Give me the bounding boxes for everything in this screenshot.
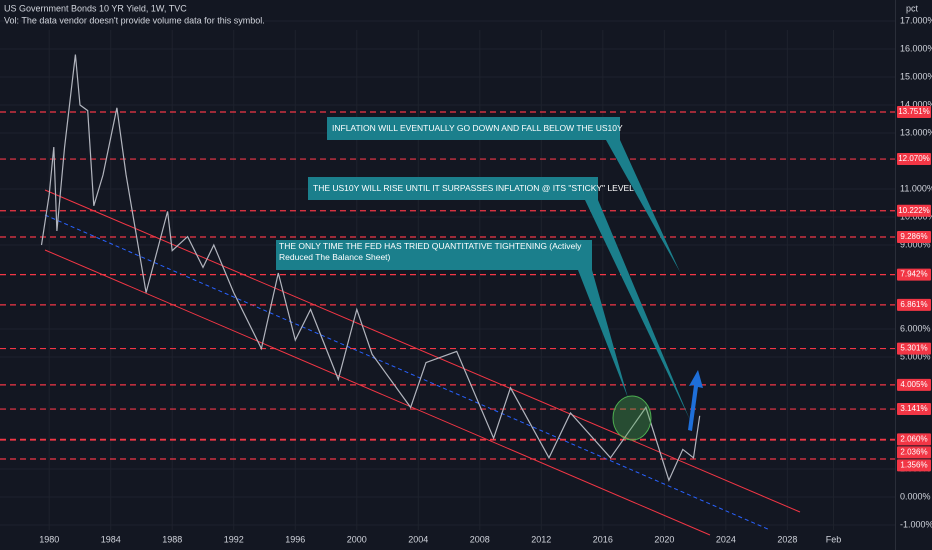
x-tick-label: 2004 — [408, 534, 428, 544]
levels — [0, 111, 895, 460]
y-tick-label: 5.000% — [900, 351, 931, 361]
level-label-box — [897, 433, 931, 446]
level-label-box — [897, 204, 931, 217]
x-tick-label: 2012 — [531, 534, 551, 544]
y-tick-label: 14.000% — [900, 99, 932, 109]
level-label: 13.751% — [898, 107, 930, 116]
annotation: THE US10Y WILL RISE UNTIL IT SURPASSES I… — [313, 183, 634, 193]
annotation: INFLATION WILL EVENTUALLY GO DOWN AND FA… — [332, 123, 623, 133]
x-tick-label: 2008 — [470, 534, 490, 544]
grid — [0, 20, 895, 530]
chart-title: US Government Bonds 10 YR Yield, 1W, TVC — [4, 3, 187, 13]
arrow — [688, 370, 703, 431]
y-tick-label: 17.000% — [900, 15, 932, 25]
axis: 17.000% 16.000% 15.000% 14.000% 13.000% 11.00… — [39, 15, 932, 544]
x-tick-label: 1988 — [162, 534, 182, 544]
level-label-box — [897, 105, 931, 118]
x-tick-label: 1980 — [39, 534, 59, 544]
level-label: 10.222% — [898, 206, 930, 215]
level-label-box — [897, 342, 931, 355]
y-tick-label: 15.000% — [900, 71, 932, 81]
y-tick-label: 0.000% — [900, 491, 931, 501]
level-label-box — [897, 403, 931, 416]
annotation-box: THE ONLY TIME THE FED HAS TRIED QUANTITA… — [279, 241, 582, 262]
y-tick-label: 16.000% — [900, 43, 932, 53]
highlight-ellipse — [612, 395, 652, 441]
level-label-box — [897, 459, 931, 472]
level-label-box — [897, 268, 931, 281]
level-label: 1.356% — [900, 460, 927, 469]
annotation: THE ONLY TIME THE FED HAS TRIED QUANTITA… — [279, 241, 582, 262]
level-label: 9.286% — [900, 232, 927, 241]
level-label: 7.942% — [900, 270, 927, 279]
level-label: 3.141% — [900, 404, 927, 413]
x-tick-label: 2020 — [654, 534, 674, 544]
level-label: 5.301% — [900, 344, 927, 353]
level-label: 12.070% — [898, 154, 930, 163]
level-label: 4.005% — [900, 380, 927, 389]
x-tick-label: 2028 — [777, 534, 797, 544]
level-label-box — [897, 230, 931, 243]
level-label: 6.861% — [900, 300, 927, 309]
x-tick-label: 2024 — [716, 534, 736, 544]
price-line — [40, 54, 701, 482]
level-label-box — [897, 378, 931, 391]
chart-subtitle: Vol: The data vendor doesn't provide vol… — [4, 15, 265, 25]
y-tick-label: 6.000% — [900, 323, 931, 333]
level-label: 2.060% — [900, 434, 927, 443]
x-tick-label: 1996 — [285, 534, 305, 544]
y-axis-label: pct — [906, 3, 919, 13]
price — [40, 54, 701, 482]
x-tick-label: 1992 — [224, 534, 244, 544]
y-tick-label: 11.000% — [900, 183, 932, 193]
level-label-box — [897, 446, 931, 459]
y-tick-label: -1.000% — [900, 519, 932, 529]
x-tick-label: 1984 — [101, 534, 121, 544]
x-tick-label: Feb — [826, 534, 842, 544]
x-tick-label: 2000 — [347, 534, 367, 544]
y-tick-label: 9.000% — [900, 239, 931, 249]
callout-box — [276, 240, 628, 398]
level-label: 2.036% — [900, 447, 927, 456]
level-label-box — [897, 298, 931, 311]
channel-lower — [44, 249, 711, 536]
x-tick-label: 2016 — [593, 534, 613, 544]
callout-box — [327, 117, 680, 272]
channel-mid — [44, 214, 771, 531]
y-tick-label: 13.000% — [900, 127, 932, 137]
level-label-box — [897, 153, 931, 166]
